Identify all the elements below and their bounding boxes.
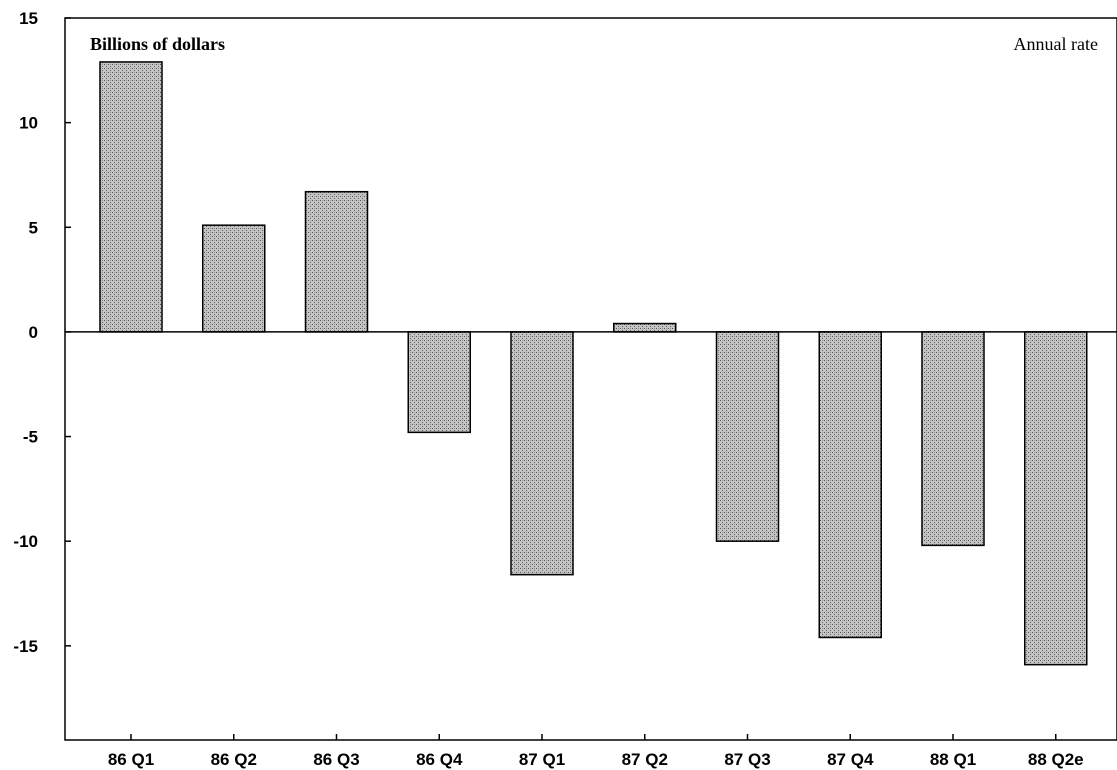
x-tick-label: 88 Q1 — [930, 750, 976, 769]
x-tick-label: 87 Q4 — [827, 750, 874, 769]
x-tick-label: 88 Q2e — [1028, 750, 1084, 769]
bar — [202, 224, 266, 333]
plot-frame — [64, 17, 1117, 741]
bar — [921, 331, 985, 547]
bar — [407, 331, 471, 434]
bar — [510, 331, 574, 576]
y-tick-label: -5 — [23, 428, 38, 447]
bar — [99, 61, 163, 333]
annotation-annual-rate: Annual rate — [1014, 34, 1098, 54]
bar — [818, 331, 882, 639]
y-tick-label: -15 — [13, 637, 38, 656]
y-tick-label: 15 — [19, 9, 38, 28]
x-tick-label: 87 Q1 — [519, 750, 565, 769]
x-tick-label: 87 Q3 — [724, 750, 770, 769]
y-tick-label: 10 — [19, 114, 38, 133]
y-axis-label: Billions of dollars — [90, 34, 225, 54]
x-tick-label: 86 Q4 — [416, 750, 463, 769]
x-tick-label: 86 Q1 — [108, 750, 154, 769]
x-tick-label: 86 Q3 — [313, 750, 359, 769]
x-tick-label: 87 Q2 — [622, 750, 668, 769]
y-tick-label: 0 — [29, 323, 38, 342]
bar-series — [99, 61, 1088, 666]
bar — [1024, 331, 1088, 666]
x-axis: 86 Q1 86 Q2 86 Q3 86 Q4 87 Q1 87 Q2 87 Q3 87 Q4… — [108, 734, 1084, 769]
bar — [613, 322, 677, 333]
bar — [715, 331, 780, 542]
bar — [304, 190, 369, 333]
y-axis: 15 10 5 0 -5 -10 -15 — [13, 9, 71, 656]
x-tick-label: 86 Q2 — [211, 750, 257, 769]
y-tick-label: -10 — [13, 532, 38, 551]
y-tick-label: 5 — [29, 218, 38, 237]
